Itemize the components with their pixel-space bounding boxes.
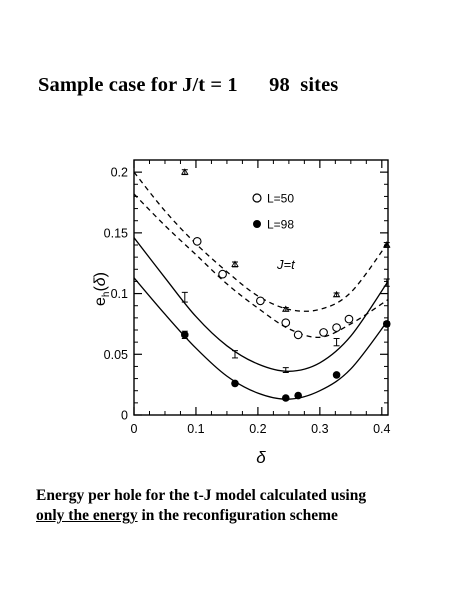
legend-label-l50: L=50 [267,192,294,206]
legend-marker-open-circle [252,193,262,203]
data-point-l98 [332,371,341,379]
data-point-l98 [281,394,290,402]
y-tick-label: 0.05 [104,348,128,362]
data-point-l98 [231,379,239,388]
slide-title: Sample case for J/t = 1 98 sites [38,74,339,96]
caption-line-2: only the energy in the reconfiguration s… [36,506,436,526]
y-tick-label: 0 [121,409,128,423]
fit-curve-3-solid [133,237,389,372]
fit-curve-2-dashed [133,193,389,339]
data-point-l50 [192,237,202,246]
fit-curve-1-dashed [133,171,389,312]
y-tick-label: 0.1 [111,287,128,301]
data-point-l98 [181,331,189,339]
data-point-l98 [294,391,302,400]
caption-rest: in the reconfiguration scheme [137,507,338,524]
x-axis-label: δ [256,448,266,467]
energy-per-hole-chart: 0 0.1 0.2 0.3 0.4 0 0.05 0.1 0.15 0.2 L=50 L=98 J… [92,159,391,467]
x-tick-label: 0.3 [311,422,328,436]
y-axis-label: eh(δ) [92,272,112,306]
data-point-l50 [281,318,291,328]
x-tick-label: 0.2 [249,422,266,436]
fit-curves [133,171,389,400]
chart-annotation: J=t [276,257,296,272]
caption-line-1: Energy per hole for the t-J model calcul… [36,487,367,504]
legend: L=50 L=98 [252,192,294,232]
data-point-l50 [332,323,341,332]
y-tick-label: 0.15 [104,226,128,240]
data-point-triangle [181,168,189,175]
data-point-triangle [332,290,341,298]
slide-caption: Energy per hole for the t-J model calcul… [36,486,436,526]
plot-frame [133,159,389,416]
axis-ticks: 0 0.1 0.2 0.3 0.4 0 0.05 0.1 0.15 0.2 [104,160,391,436]
legend-marker-filled-circle [253,220,261,228]
x-tick-label: 0 [131,422,138,436]
svg-text:eh(δ): eh(δ) [92,272,112,306]
data-point-l50 [218,269,227,279]
data-point-l50 [293,330,303,340]
data-point-l50 [256,296,265,306]
data-point-triangle [231,260,239,267]
data-point-l98 [382,320,391,328]
fit-curve-4-solid [133,277,389,400]
legend-label-l98: L=98 [267,218,294,232]
x-tick-label: 0.1 [187,422,204,436]
data-point-l50 [319,328,328,337]
data-point-triangle [281,305,290,312]
data-point-l50 [344,314,354,324]
caption-underlined: only the energy [36,507,138,524]
y-tick-label: 0.2 [111,166,128,180]
x-tick-label: 0.4 [373,422,390,436]
